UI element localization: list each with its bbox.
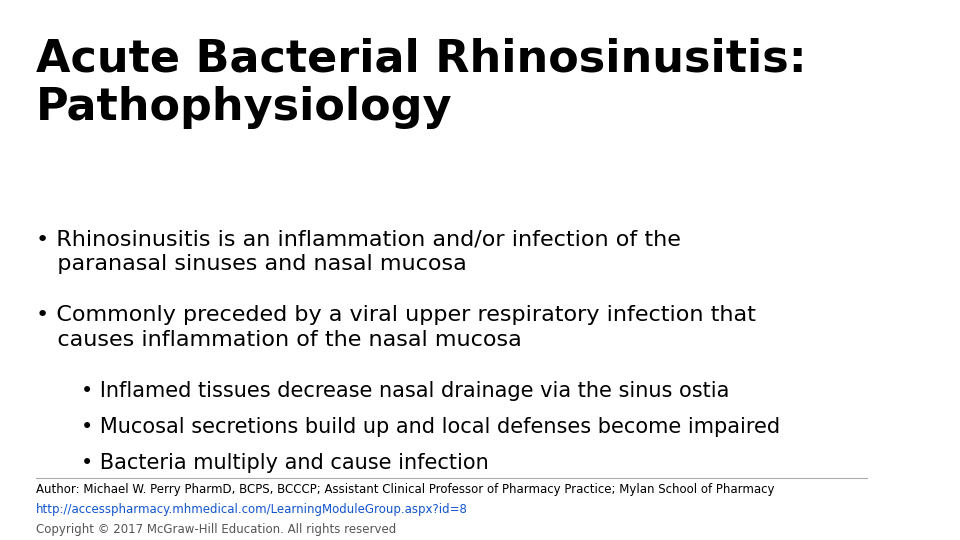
Text: • Rhinosinusitis is an inflammation and/or infection of the
   paranasal sinuses: • Rhinosinusitis is an inflammation and/… (36, 230, 681, 274)
Text: Copyright © 2017 McGraw-Hill Education. All rights reserved: Copyright © 2017 McGraw-Hill Education. … (36, 523, 396, 536)
Text: Acute Bacterial Rhinosinusitis:
Pathophysiology: Acute Bacterial Rhinosinusitis: Pathophy… (36, 38, 806, 129)
Text: http://accesspharmacy.mhmedical.com/LearningModuleGroup.aspx?id=8: http://accesspharmacy.mhmedical.com/Lear… (36, 503, 468, 516)
Text: • Mucosal secretions build up and local defenses become impaired: • Mucosal secretions build up and local … (82, 417, 780, 437)
Text: Author: Michael W. Perry PharmD, BCPS, BCCCP; Assistant Clinical Professor of Ph: Author: Michael W. Perry PharmD, BCPS, B… (36, 483, 775, 496)
Text: • Inflamed tissues decrease nasal drainage via the sinus ostia: • Inflamed tissues decrease nasal draina… (82, 381, 730, 401)
Text: • Commonly preceded by a viral upper respiratory infection that
   causes inflam: • Commonly preceded by a viral upper res… (36, 305, 756, 350)
Text: • Bacteria multiply and cause infection: • Bacteria multiply and cause infection (82, 453, 489, 472)
